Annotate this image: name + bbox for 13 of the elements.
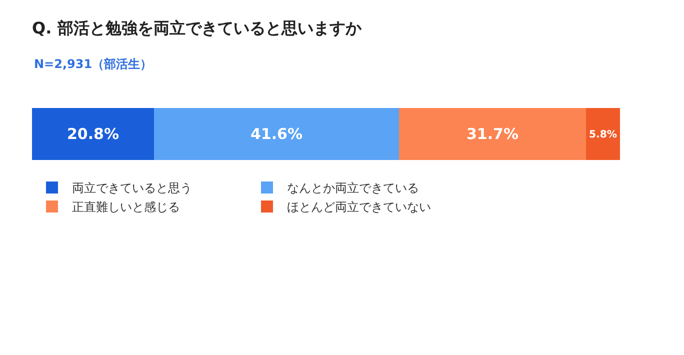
data-label: 20.8% <box>66 125 120 143</box>
legend-label: 正直難しいと感じる <box>72 200 180 214</box>
data-label: 5.8% <box>589 129 617 140</box>
data-label: 41.6% <box>250 125 303 143</box>
chart-subtitle: N=2,931（部活生） <box>34 57 152 71</box>
legend-label: ほとんど両立できていない <box>287 200 431 214</box>
bar <box>399 108 586 160</box>
data-label: 31.7% <box>466 125 519 143</box>
legend-label: なんとか両立できている <box>287 181 419 196</box>
bar <box>586 108 620 160</box>
chart-title: Q. 部活と勉強を両立できていると思いますか <box>32 18 362 38</box>
legend-label: 両立できていると思う <box>72 181 192 196</box>
bar <box>32 108 154 160</box>
